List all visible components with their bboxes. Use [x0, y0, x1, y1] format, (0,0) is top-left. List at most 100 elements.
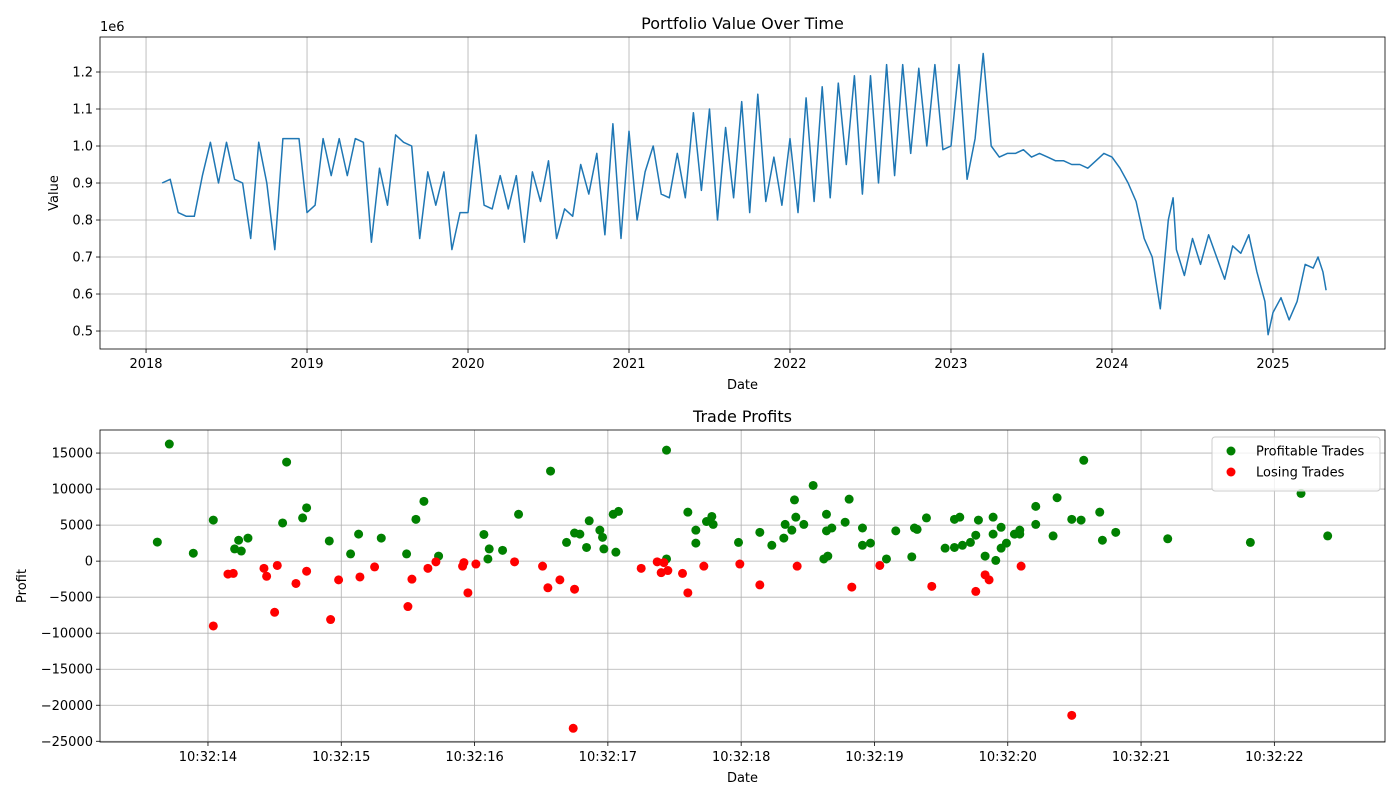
- scatter-point: [562, 537, 572, 547]
- scatter-point: [584, 516, 594, 526]
- scatter-point: [971, 530, 981, 540]
- scatter-point: [875, 560, 885, 570]
- y-offset-label: 1e6: [100, 20, 125, 35]
- scatter-point: [1076, 515, 1086, 525]
- scatter-point: [575, 529, 585, 539]
- scatter-point: [683, 588, 693, 598]
- y-tick-label: 0.7: [72, 251, 93, 266]
- scatter-point: [538, 561, 548, 571]
- scatter-point: [514, 509, 524, 519]
- x-tick-label: 2018: [129, 357, 162, 372]
- y-axis-label: Profit: [15, 569, 30, 603]
- x-tick-label: 10:32:14: [179, 750, 237, 765]
- x-tick-label: 10:32:19: [845, 750, 903, 765]
- scatter-point: [779, 533, 789, 543]
- x-tick-label: 10:32:17: [579, 750, 637, 765]
- scatter-point: [678, 568, 688, 578]
- scatter-point: [1095, 507, 1105, 517]
- scatter-point: [734, 537, 744, 547]
- scatter-point: [791, 512, 801, 522]
- scatter-point: [907, 552, 917, 562]
- chart-title: Portfolio Value Over Time: [641, 14, 844, 33]
- scatter-point: [484, 544, 494, 554]
- scatter-point: [243, 533, 253, 543]
- y-tick-label: 1.1: [72, 103, 93, 118]
- scatter-point: [599, 544, 609, 554]
- scatter-point: [1111, 527, 1121, 537]
- scatter-point: [598, 532, 608, 542]
- scatter-point: [479, 529, 489, 539]
- scatter-point: [208, 621, 218, 631]
- x-tick-label: 2025: [1256, 357, 1289, 372]
- x-tick-label: 10:32:21: [1112, 750, 1170, 765]
- scatter-point: [346, 549, 356, 559]
- scatter-point: [272, 560, 282, 570]
- scatter-point: [326, 615, 336, 625]
- scatter-point: [755, 580, 765, 590]
- scatter-point: [707, 511, 717, 521]
- scatter-point: [376, 533, 386, 543]
- y-tick-label: 0.8: [72, 214, 93, 229]
- legend-label: Losing Trades: [1256, 466, 1345, 481]
- scatter-point: [1079, 455, 1089, 465]
- scatter-point: [614, 506, 624, 516]
- scatter-point: [354, 529, 364, 539]
- scatter-point: [1323, 531, 1333, 541]
- scatter-point: [636, 563, 646, 573]
- scatter-point: [996, 522, 1006, 532]
- scatter-point: [988, 512, 998, 522]
- scatter-point: [355, 572, 365, 582]
- scatter-point: [1052, 493, 1062, 503]
- y-tick-label: 5000: [60, 519, 93, 534]
- scatter-point: [278, 518, 288, 528]
- x-tick-label: 2020: [451, 357, 484, 372]
- scatter-point: [808, 480, 818, 490]
- legend-marker: [1226, 467, 1236, 477]
- scatter-point: [949, 542, 959, 552]
- scatter-point: [652, 557, 662, 567]
- scatter-point: [543, 583, 553, 593]
- axes-frame: [99, 36, 1386, 350]
- x-tick-label: 10:32:20: [979, 750, 1037, 765]
- scatter-point: [370, 562, 380, 572]
- scatter-point: [827, 523, 837, 533]
- scatter-point: [228, 568, 238, 578]
- scatter-point: [498, 545, 508, 555]
- scatter-point: [755, 527, 765, 537]
- scatter-point: [799, 519, 809, 529]
- scatter-point: [471, 559, 481, 569]
- data-line: [161, 52, 1327, 336]
- x-tick-label: 2019: [290, 357, 323, 372]
- scatter-point: [663, 566, 673, 576]
- scatter-point: [270, 607, 280, 617]
- scatter-point: [881, 554, 891, 564]
- y-tick-label: 10000: [52, 483, 93, 498]
- scatter-point: [988, 529, 998, 539]
- scatter-point: [965, 537, 975, 547]
- scatter-point: [419, 496, 429, 506]
- legend-marker: [1226, 446, 1236, 456]
- scatter-point: [1031, 519, 1041, 529]
- y-tick-label: 0.9: [72, 177, 93, 192]
- scatter-point: [582, 542, 592, 552]
- scatter-point: [973, 515, 983, 525]
- scatter-point: [984, 575, 994, 585]
- scatter-point: [1015, 529, 1025, 539]
- scatter-point: [955, 512, 965, 522]
- x-tick-label: 10:32:18: [712, 750, 770, 765]
- scatter-point: [208, 515, 218, 525]
- scatter-point: [991, 555, 1001, 565]
- chart-title: Trade Profits: [692, 407, 792, 426]
- y-tick-label: 15000: [52, 447, 93, 462]
- scatter-point: [857, 523, 867, 533]
- scatter-point: [236, 546, 246, 556]
- scatter-point: [792, 561, 802, 571]
- legend-box: [1211, 436, 1381, 492]
- scatter-point: [847, 582, 857, 592]
- scatter-point: [411, 514, 421, 524]
- subplot: 2018 2019 2020 2021 2022 2023 2024 2025 0.5 0.6 0.…: [47, 14, 1386, 393]
- scatter-point: [1048, 531, 1058, 541]
- x-axis-label: Date: [727, 771, 758, 786]
- scatter-point: [1245, 537, 1255, 547]
- scatter-point: [152, 537, 162, 547]
